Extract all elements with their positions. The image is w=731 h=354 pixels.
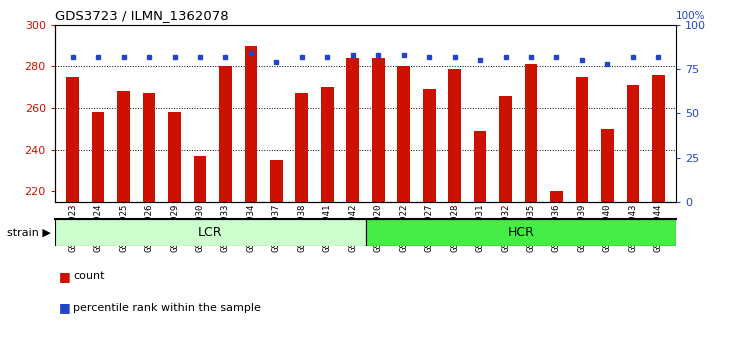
- Text: HCR: HCR: [507, 226, 534, 239]
- Bar: [321, 87, 333, 202]
- Bar: [448, 69, 461, 202]
- Text: percentile rank within the sample: percentile rank within the sample: [73, 303, 261, 313]
- Bar: [117, 91, 130, 202]
- Bar: [626, 85, 639, 202]
- Text: 100%: 100%: [676, 11, 705, 21]
- Bar: [270, 160, 283, 202]
- Bar: [575, 77, 588, 202]
- Bar: [398, 67, 410, 202]
- Bar: [168, 112, 181, 202]
- Bar: [525, 64, 537, 202]
- Bar: [346, 58, 359, 202]
- Bar: [652, 75, 664, 202]
- Text: count: count: [73, 271, 105, 281]
- Text: strain ▶: strain ▶: [7, 228, 51, 238]
- Bar: [601, 129, 614, 202]
- Bar: [366, 219, 676, 246]
- Text: GDS3723 / ILMN_1362078: GDS3723 / ILMN_1362078: [55, 9, 229, 22]
- Bar: [92, 112, 105, 202]
- Bar: [499, 96, 512, 202]
- Bar: [372, 58, 385, 202]
- Bar: [194, 156, 206, 202]
- Bar: [550, 192, 563, 202]
- Bar: [245, 46, 257, 202]
- Text: ■: ■: [58, 270, 70, 282]
- Bar: [55, 219, 366, 246]
- Bar: [219, 67, 232, 202]
- Text: ■: ■: [58, 302, 70, 314]
- Text: LCR: LCR: [198, 226, 222, 239]
- Bar: [423, 89, 436, 202]
- Bar: [474, 131, 486, 202]
- Bar: [143, 93, 156, 202]
- Bar: [295, 93, 308, 202]
- Bar: [67, 77, 79, 202]
